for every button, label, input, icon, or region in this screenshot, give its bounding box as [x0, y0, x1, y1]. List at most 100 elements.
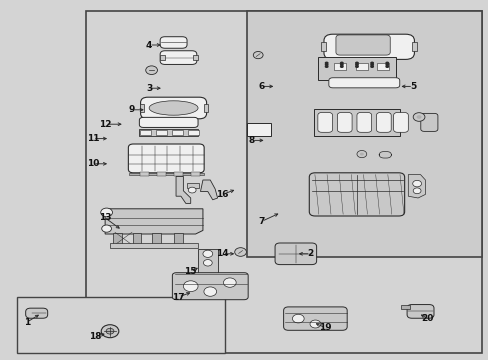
- Bar: [140, 130, 151, 135]
- Circle shape: [234, 248, 246, 256]
- Text: 16: 16: [216, 190, 228, 199]
- FancyBboxPatch shape: [335, 35, 389, 55]
- Circle shape: [203, 287, 216, 296]
- FancyBboxPatch shape: [420, 113, 437, 131]
- Text: 15: 15: [184, 267, 197, 276]
- Circle shape: [101, 325, 119, 338]
- FancyBboxPatch shape: [160, 51, 196, 64]
- Circle shape: [106, 328, 114, 334]
- FancyBboxPatch shape: [25, 308, 48, 318]
- Bar: [247, 123, 270, 136]
- Circle shape: [309, 320, 320, 328]
- Circle shape: [324, 62, 328, 64]
- Circle shape: [339, 62, 343, 64]
- Circle shape: [385, 62, 388, 64]
- Circle shape: [101, 208, 112, 217]
- Circle shape: [385, 65, 388, 68]
- Circle shape: [369, 65, 373, 68]
- FancyBboxPatch shape: [337, 112, 351, 132]
- FancyBboxPatch shape: [393, 112, 407, 132]
- Circle shape: [223, 278, 236, 287]
- Text: 8: 8: [248, 136, 254, 145]
- Circle shape: [354, 62, 358, 64]
- Bar: [198, 249, 217, 276]
- Bar: [156, 130, 166, 135]
- Bar: [110, 243, 198, 248]
- Text: 9: 9: [128, 105, 135, 114]
- FancyBboxPatch shape: [274, 243, 316, 265]
- Circle shape: [253, 51, 263, 59]
- FancyBboxPatch shape: [406, 305, 433, 318]
- Bar: [140, 104, 143, 112]
- Text: 5: 5: [409, 82, 415, 91]
- Circle shape: [359, 153, 363, 156]
- Circle shape: [412, 180, 421, 187]
- Bar: [333, 63, 346, 70]
- Polygon shape: [176, 176, 190, 203]
- Circle shape: [324, 65, 328, 68]
- Bar: [317, 57, 395, 80]
- Bar: [139, 129, 198, 136]
- Text: 12: 12: [99, 120, 111, 129]
- Circle shape: [292, 314, 304, 323]
- Bar: [246, 11, 481, 257]
- FancyBboxPatch shape: [160, 37, 186, 48]
- FancyBboxPatch shape: [317, 112, 332, 132]
- Bar: [355, 63, 367, 70]
- Bar: [187, 130, 198, 135]
- Circle shape: [385, 63, 388, 66]
- Circle shape: [412, 188, 420, 194]
- FancyBboxPatch shape: [172, 273, 248, 300]
- Text: 10: 10: [86, 159, 99, 168]
- FancyBboxPatch shape: [328, 78, 399, 88]
- FancyBboxPatch shape: [379, 152, 391, 158]
- Polygon shape: [105, 209, 203, 234]
- Bar: [113, 233, 122, 246]
- Bar: [157, 172, 165, 176]
- Bar: [174, 233, 183, 246]
- Bar: [204, 104, 208, 112]
- Bar: [152, 233, 161, 246]
- Text: 2: 2: [307, 249, 313, 258]
- Circle shape: [354, 65, 358, 68]
- Bar: [321, 42, 325, 51]
- Bar: [132, 233, 141, 246]
- FancyBboxPatch shape: [141, 97, 206, 119]
- Circle shape: [203, 250, 212, 257]
- Bar: [174, 172, 183, 176]
- Circle shape: [339, 65, 343, 68]
- FancyBboxPatch shape: [308, 173, 404, 216]
- FancyBboxPatch shape: [128, 144, 204, 173]
- Ellipse shape: [149, 101, 198, 115]
- Text: 14: 14: [216, 249, 228, 258]
- Circle shape: [102, 225, 111, 232]
- Circle shape: [324, 63, 328, 66]
- Text: 20: 20: [421, 314, 433, 323]
- Circle shape: [188, 187, 196, 193]
- Text: 7: 7: [258, 217, 264, 226]
- Bar: [140, 172, 148, 176]
- Circle shape: [369, 63, 373, 66]
- Bar: [160, 55, 164, 60]
- Circle shape: [412, 113, 424, 121]
- Circle shape: [145, 66, 157, 75]
- Bar: [411, 42, 416, 51]
- FancyBboxPatch shape: [139, 117, 198, 127]
- Polygon shape: [407, 175, 425, 198]
- Text: 11: 11: [86, 134, 99, 143]
- Text: 3: 3: [146, 84, 152, 93]
- Circle shape: [369, 62, 373, 64]
- FancyBboxPatch shape: [323, 34, 413, 59]
- Text: 6: 6: [258, 82, 264, 91]
- Bar: [172, 130, 183, 135]
- Circle shape: [203, 260, 212, 266]
- Circle shape: [416, 115, 421, 119]
- Text: 4: 4: [145, 40, 152, 49]
- Polygon shape: [200, 180, 217, 200]
- Bar: [17, 297, 224, 353]
- Text: 17: 17: [172, 292, 184, 302]
- Circle shape: [354, 63, 358, 66]
- Bar: [376, 63, 388, 70]
- Text: 13: 13: [99, 213, 111, 222]
- Circle shape: [339, 63, 343, 66]
